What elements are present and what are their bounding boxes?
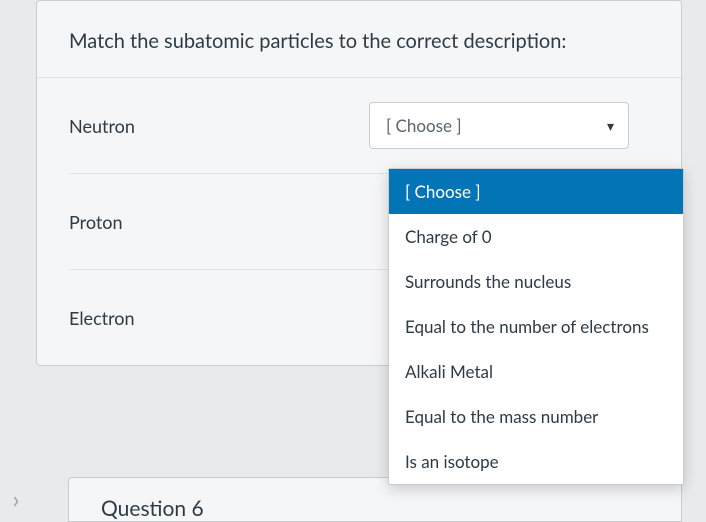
dropdown-panel: [ Choose ] Charge of 0 Surrounds the nuc…: [388, 168, 684, 485]
chevron-down-icon: ▾: [607, 117, 614, 135]
match-label: Proton: [69, 211, 369, 233]
dropdown-option-is-isotope[interactable]: Is an isotope: [389, 439, 683, 484]
dropdown-option-choose[interactable]: [ Choose ]: [389, 169, 683, 214]
select-value: [ Choose ]: [386, 115, 462, 136]
dropdown-option-equal-mass-number[interactable]: Equal to the mass number: [389, 394, 683, 439]
match-select-wrap: [ Choose ] ▾: [369, 102, 649, 149]
question-prompt: Match the subatomic particles to the cor…: [37, 1, 681, 77]
match-select-neutron[interactable]: [ Choose ] ▾: [369, 102, 629, 149]
dropdown-option-charge-0[interactable]: Charge of 0: [389, 214, 683, 259]
prev-question-chevron-icon[interactable]: ›: [0, 485, 32, 514]
dropdown-option-surrounds-nucleus[interactable]: Surrounds the nucleus: [389, 259, 683, 304]
match-label: Neutron: [69, 115, 369, 137]
dropdown-option-equal-electrons[interactable]: Equal to the number of electrons: [389, 304, 683, 349]
dropdown-option-alkali-metal[interactable]: Alkali Metal: [389, 349, 683, 394]
match-row-neutron: Neutron [ Choose ] ▾: [69, 78, 649, 174]
match-label: Electron: [69, 307, 369, 329]
